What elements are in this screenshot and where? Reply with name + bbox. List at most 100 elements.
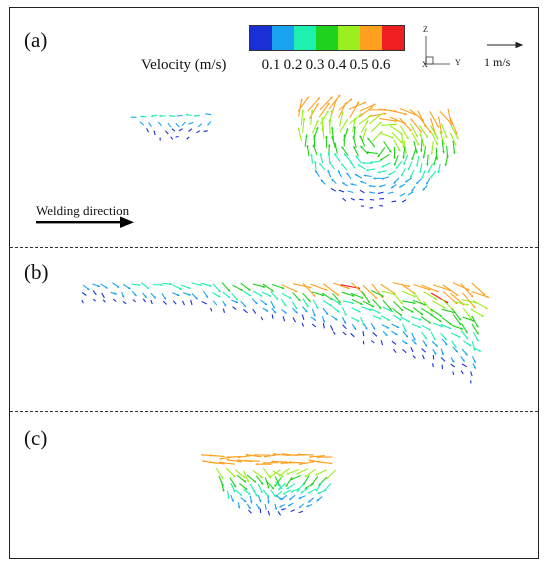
velocity-vector-head <box>362 161 365 165</box>
velocity-vector-head <box>308 299 311 302</box>
velocity-vector-head <box>449 322 452 325</box>
velocity-vector-head <box>373 103 376 107</box>
velocity-vector-head <box>309 286 312 289</box>
velocity-vector <box>418 124 429 139</box>
velocity-vector-head <box>302 118 306 121</box>
velocity-vector <box>271 314 274 319</box>
velocity-vector <box>339 111 344 127</box>
velocity-vector-head <box>407 284 410 288</box>
velocity-vector <box>361 128 367 142</box>
velocity-vector <box>302 117 305 133</box>
velocity-vector <box>170 136 174 140</box>
velocity-vector-head <box>476 331 479 335</box>
velocity-vector-head <box>86 287 90 290</box>
velocity-vector <box>262 283 274 293</box>
velocity-vector-head <box>430 152 434 155</box>
velocity-vector <box>162 300 167 305</box>
velocity-vector-head <box>388 173 391 176</box>
velocity-vector-head <box>411 189 414 192</box>
velocity-vector-head <box>300 98 303 101</box>
velocity-vector-head <box>336 310 340 313</box>
velocity-vector-head <box>297 298 301 302</box>
velocity-vector-head <box>476 339 479 342</box>
velocity-vector-head <box>415 134 418 138</box>
velocity-vector <box>452 314 462 326</box>
velocity-vector <box>439 131 445 145</box>
velocity-vector <box>139 121 145 126</box>
velocity-vector <box>157 121 163 127</box>
velocity-vector <box>232 306 237 310</box>
velocity-vector-head <box>365 327 368 330</box>
velocity-vector-head <box>356 101 359 105</box>
velocity-vector-head <box>416 181 419 184</box>
velocity-vector-head <box>279 505 282 508</box>
velocity-vector <box>449 132 457 147</box>
velocity-vector-head <box>411 157 414 160</box>
velocity-vector-head <box>419 170 422 173</box>
velocity-vector-head <box>389 150 392 153</box>
velocity-vector <box>341 291 355 297</box>
velocity-vector-head <box>434 297 437 300</box>
velocity-vector <box>210 307 213 312</box>
legend-tick: 0.4 <box>327 57 347 73</box>
velocity-vector <box>410 118 423 133</box>
velocity-vector <box>301 322 305 327</box>
velocity-vector-head <box>199 283 202 287</box>
velocity-vector-head <box>419 318 422 321</box>
velocity-vector <box>383 141 392 153</box>
velocity-vector <box>208 461 225 465</box>
velocity-vector-head <box>208 460 212 464</box>
velocity-vector-head <box>350 183 353 186</box>
velocity-vector-head <box>399 185 402 188</box>
velocity-vector <box>222 308 226 313</box>
velocity-vector-head <box>284 311 287 314</box>
velocity-vector <box>370 290 384 298</box>
velocity-vector <box>201 301 208 305</box>
velocity-vector-head <box>264 455 267 458</box>
velocity-vector-head <box>462 359 465 362</box>
velocity-vector-head <box>209 454 212 457</box>
velocity-vector-head <box>422 156 426 159</box>
vector-field-panel-b <box>81 282 490 384</box>
velocity-vector-head <box>379 131 383 134</box>
velocity-vector-head <box>330 96 333 100</box>
velocity-vector-head <box>294 289 298 293</box>
velocity-vector <box>298 98 303 117</box>
velocity-vector-head <box>239 493 242 496</box>
velocity-vector <box>352 117 356 132</box>
velocity-vector-head <box>379 185 382 188</box>
velocity-vector-head <box>121 295 125 298</box>
velocity-vector-head <box>436 124 439 128</box>
velocity-vector-head <box>345 119 348 122</box>
velocity-vector <box>420 118 432 134</box>
colorbar-swatch <box>272 26 294 50</box>
velocity-vector-head <box>322 320 325 323</box>
velocity-vector-head <box>359 135 362 138</box>
velocity-vector-head <box>176 293 180 296</box>
velocity-vector <box>432 354 435 360</box>
velocity-vector <box>460 283 474 298</box>
velocity-vector-head <box>306 504 309 508</box>
velocity-vector-head <box>357 310 361 313</box>
velocity-vector-head <box>426 182 429 185</box>
velocity-vector-head <box>360 296 364 299</box>
velocity-vector-head <box>378 306 382 309</box>
velocity-vector-head <box>485 306 488 309</box>
legend-ticks: 0.1 0.2 0.3 0.4 0.5 0.6 <box>260 57 392 74</box>
velocity-vector <box>330 187 337 192</box>
velocity-vector-head <box>482 292 486 296</box>
velocity-vector-head <box>353 146 356 149</box>
velocity-vector <box>122 300 127 305</box>
velocity-vector-head <box>424 336 427 340</box>
velocity-vector-head <box>269 475 272 478</box>
velocity-vector-head <box>272 452 276 456</box>
velocity-vector-head <box>243 499 247 503</box>
velocity-vector <box>462 316 475 322</box>
velocity-vector-head <box>458 322 461 326</box>
velocity-vector-head <box>299 505 302 508</box>
velocity-vector-head <box>451 360 455 363</box>
velocity-vector <box>429 111 440 128</box>
velocity-vector-head <box>140 115 143 118</box>
velocity-vector <box>370 340 375 344</box>
velocity-vector-head <box>271 486 274 490</box>
